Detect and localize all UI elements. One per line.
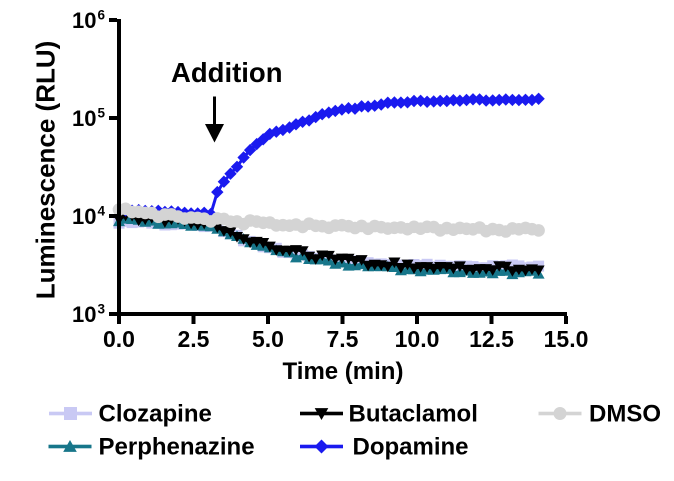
svg-text:10: 10 (72, 106, 96, 131)
svg-text:Addition: Addition (171, 57, 283, 88)
svg-text:2.5: 2.5 (178, 326, 210, 352)
svg-text:Dopamine: Dopamine (353, 433, 469, 460)
svg-text:Clozapine: Clozapine (99, 400, 212, 427)
svg-text:7.5: 7.5 (327, 326, 359, 352)
svg-text:Time (min): Time (min) (283, 358, 404, 385)
svg-text:15.0: 15.0 (544, 326, 589, 352)
svg-text:Luminescence (RLU): Luminescence (RLU) (31, 41, 61, 300)
svg-text:10: 10 (72, 8, 96, 33)
svg-text:5: 5 (98, 106, 106, 121)
svg-text:0.0: 0.0 (103, 326, 135, 352)
svg-text:DMSO: DMSO (589, 400, 661, 427)
svg-text:6: 6 (98, 8, 106, 23)
svg-text:10: 10 (72, 302, 96, 327)
svg-text:Butaclamol: Butaclamol (349, 400, 478, 427)
svg-text:10: 10 (72, 204, 96, 229)
svg-text:10.0: 10.0 (395, 326, 440, 352)
svg-text:4: 4 (98, 204, 106, 219)
svg-text:5.0: 5.0 (252, 326, 284, 352)
svg-text:Perphenazine: Perphenazine (99, 433, 255, 460)
svg-text:3: 3 (98, 302, 106, 317)
svg-text:12.5: 12.5 (469, 326, 514, 352)
